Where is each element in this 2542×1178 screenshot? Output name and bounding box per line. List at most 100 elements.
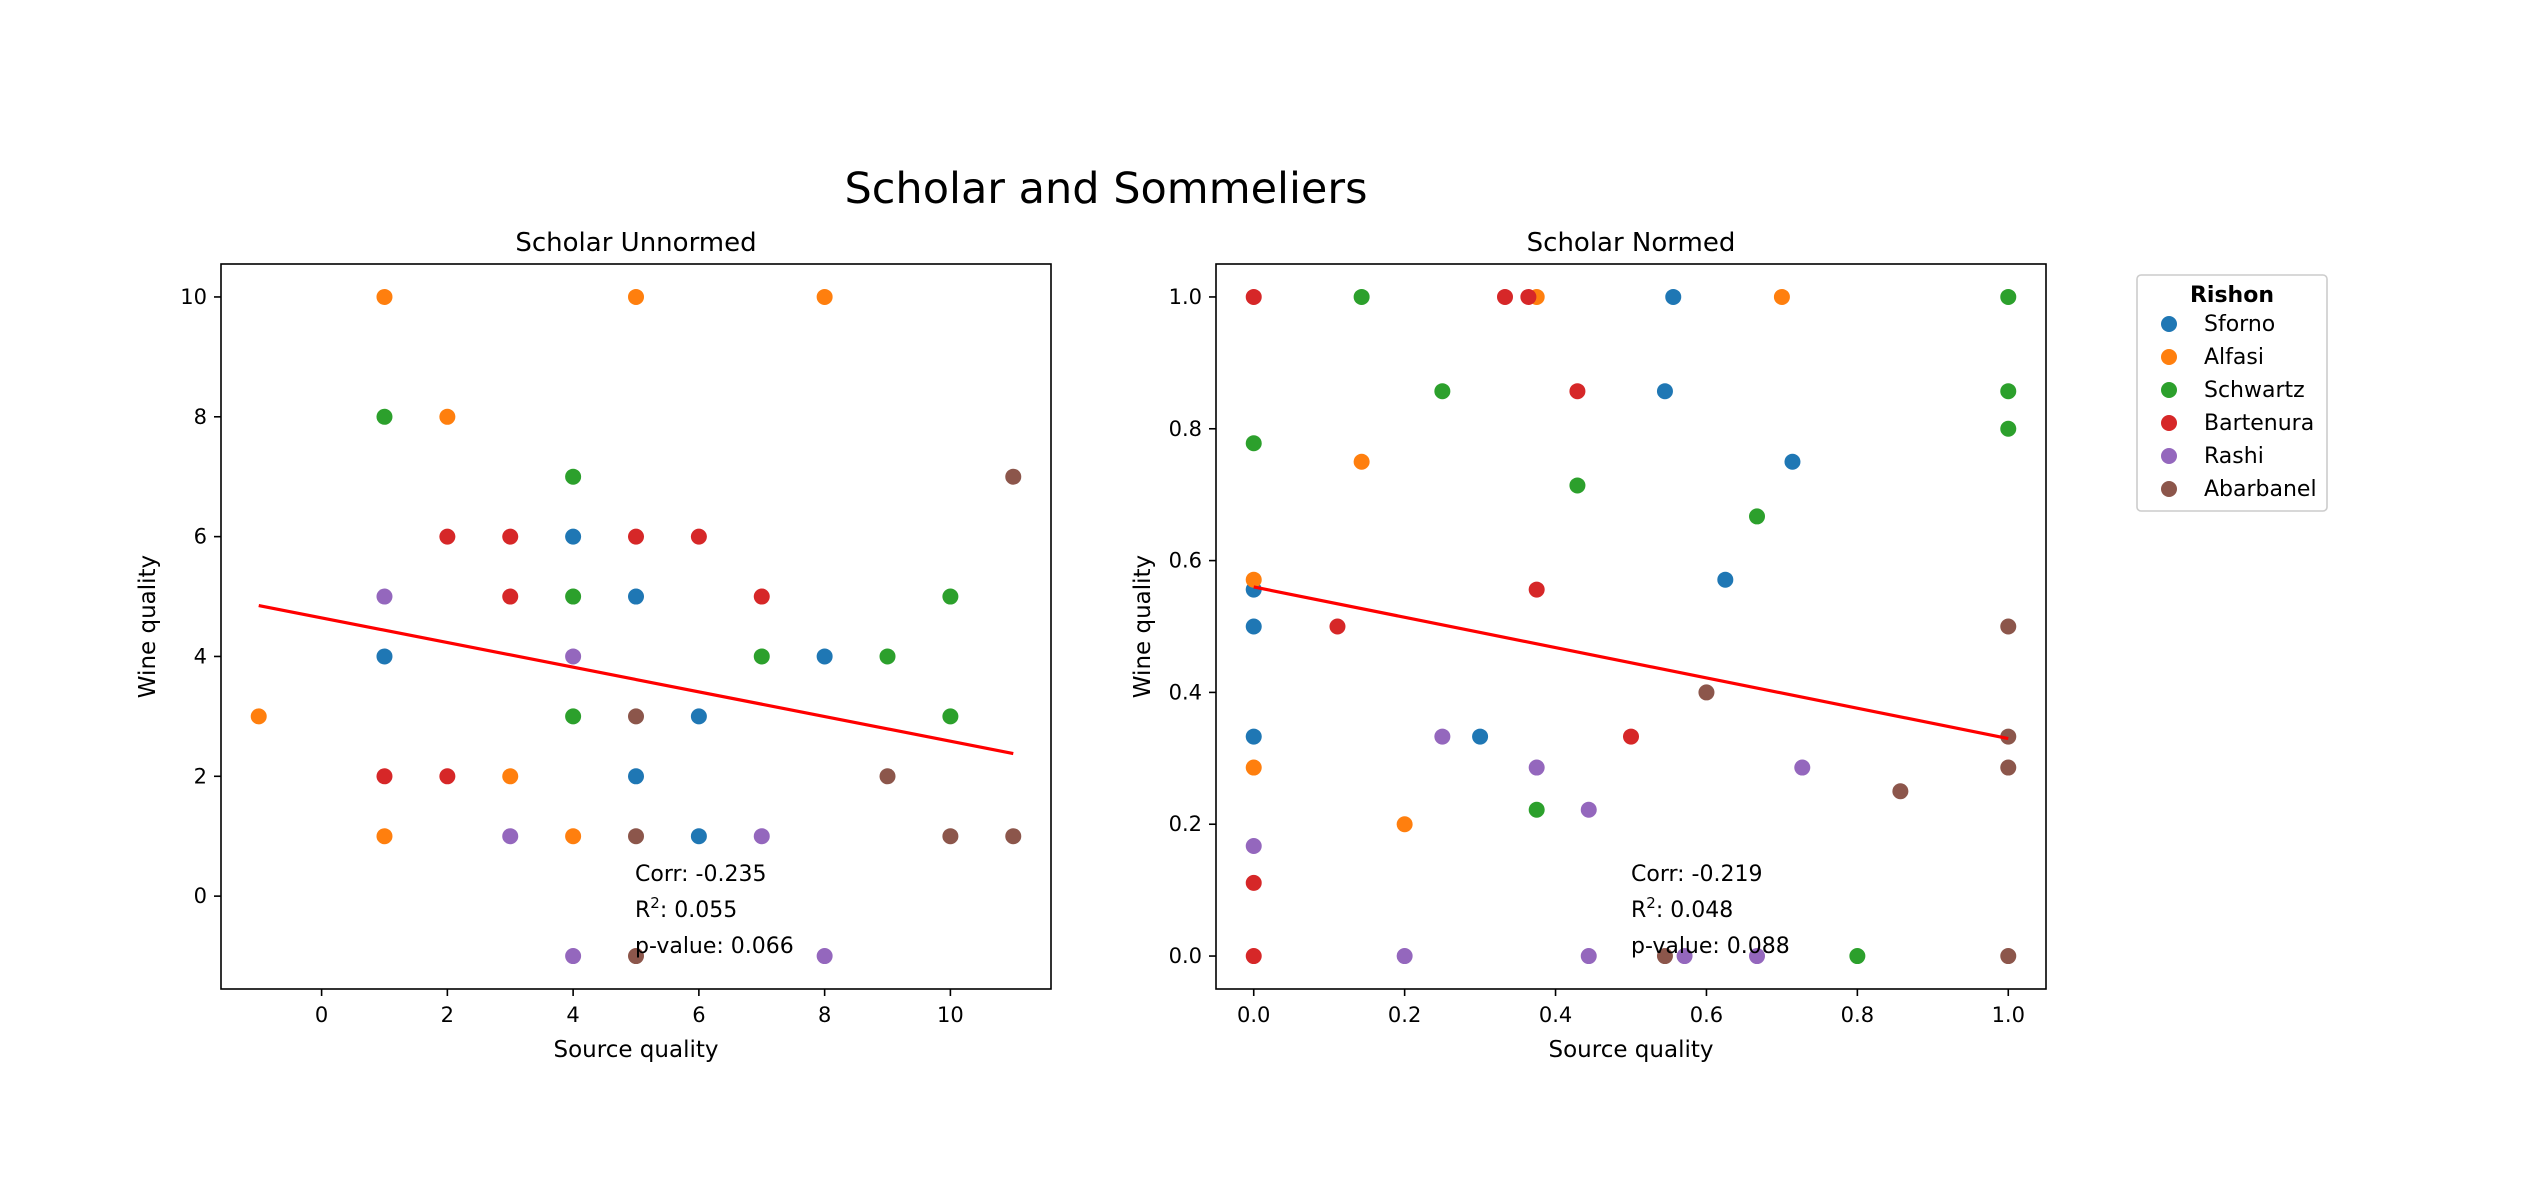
data-point-rashi [1580, 801, 1597, 818]
y-tick-label: 0.6 [1169, 549, 1202, 573]
data-point-alfasi [502, 768, 519, 785]
y-tick-label: 0.4 [1169, 680, 1202, 704]
data-point-abarbanel [942, 828, 959, 845]
data-point-rashi [1794, 759, 1811, 776]
data-point-alfasi [376, 828, 393, 845]
data-point-rashi [1749, 948, 1766, 965]
legend-label-rashi: Rashi [2204, 444, 2264, 469]
data-point-schwartz [1528, 801, 1545, 818]
x-tick-label: 6 [692, 1003, 705, 1027]
y-tick-label: 0.2 [1169, 812, 1202, 836]
regression-line [258, 603, 1014, 756]
data-point-alfasi [250, 708, 267, 725]
data-point-alfasi [1773, 288, 1790, 305]
data-point-bartenura [628, 528, 644, 545]
data-point-schwartz [2000, 420, 2017, 437]
x-tick-label: 4 [566, 1003, 579, 1027]
legend-label-alfasi: Alfasi [2204, 345, 2264, 370]
data-point-sforno [690, 828, 707, 845]
data-point-schwartz [753, 648, 770, 665]
axes-frame [1215, 263, 2047, 990]
data-point-bartenura [502, 588, 519, 605]
data-point-bartenura [439, 528, 456, 545]
data-point-schwartz [2000, 383, 2017, 400]
y-tick-label: 1.0 [1169, 285, 1202, 309]
data-point-alfasi [1396, 816, 1413, 833]
legend-marker-alfasi [2161, 349, 2177, 365]
data-point-abarbanel [628, 828, 644, 845]
stats-r2-label: R [1631, 898, 1646, 923]
data-point-abarbanel [628, 708, 644, 725]
x-tick-label: 10 [937, 1003, 964, 1027]
data-point-bartenura [502, 528, 519, 545]
x-tick-label: 8 [818, 1003, 831, 1027]
data-point-abarbanel [1656, 948, 1673, 965]
legend-label-bartenura: Bartenura [2204, 411, 2314, 436]
data-point-abarbanel [2000, 618, 2017, 635]
data-point-schwartz [2000, 288, 2017, 305]
legend-marker-abarbanel [2161, 481, 2177, 497]
data-point-sforno [628, 588, 644, 605]
data-point-bartenura [1569, 383, 1586, 400]
stats-r2-sup: 2 [1646, 894, 1656, 912]
data-point-rashi [816, 948, 833, 965]
x-tick-label: 2 [441, 1003, 454, 1027]
stats-pvalue: p-value: 0.088 [1631, 934, 1790, 959]
legend-marker-schwartz [2161, 382, 2177, 398]
data-point-rashi [502, 828, 519, 845]
stats-r2: R2: 0.048 [1631, 894, 1733, 923]
data-point-alfasi [1245, 759, 1262, 776]
data-point-rashi [1396, 948, 1413, 965]
data-point-rashi [565, 948, 582, 965]
data-point-sforno [376, 648, 393, 665]
data-point-schwartz [942, 708, 959, 725]
data-point-bartenura [1245, 874, 1262, 891]
axes-frame [220, 263, 1052, 990]
data-point-sforno [1245, 618, 1262, 635]
data-point-rashi [1245, 837, 1262, 854]
data-point-schwartz [942, 588, 959, 605]
y-axis-label: Wine quality [1130, 555, 1156, 698]
legend-title: Rishon [2190, 283, 2274, 308]
y-tick-label: 6 [194, 525, 207, 549]
stats-r2-label: R [635, 898, 650, 923]
data-point-sforno [816, 648, 833, 665]
figure-title: Scholar and Sommeliers [845, 164, 1368, 214]
data-point-sforno [1656, 383, 1673, 400]
data-point-alfasi [376, 288, 393, 305]
data-point-sforno [565, 528, 582, 545]
data-point-alfasi [1245, 571, 1262, 588]
data-point-schwartz [1569, 477, 1586, 494]
data-point-sforno [1245, 728, 1262, 745]
data-point-bartenura [753, 588, 770, 605]
data-point-bartenura [1329, 618, 1346, 635]
data-point-abarbanel [1698, 684, 1715, 701]
legend-box [2136, 274, 2328, 512]
data-point-bartenura [1245, 288, 1262, 305]
chart-panel-unnormed: Scholar Unnormed 0 2 4 6 8 10 0 2 4 6 8 10 Source qua… [135, 228, 1052, 1063]
data-point-schwartz [376, 408, 393, 425]
data-point-rashi [565, 648, 582, 665]
data-point-rashi [1676, 948, 1693, 965]
legend-marker-bartenura [2161, 415, 2177, 431]
y-tick-label: 10 [180, 285, 207, 309]
data-point-bartenura [1520, 288, 1537, 305]
data-point-abarbanel [2000, 759, 2017, 776]
data-point-rashi [1528, 759, 1545, 776]
data-point-schwartz [1245, 435, 1262, 452]
data-point-schwartz [565, 708, 582, 725]
data-point-schwartz [565, 588, 582, 605]
axes-title: Scholar Unnormed [515, 228, 756, 258]
legend-marker-sforno [2161, 316, 2177, 332]
data-point-bartenura [1245, 948, 1262, 965]
stats-r2-sup: 2 [650, 894, 660, 912]
x-tick-label: 0.8 [1841, 1003, 1874, 1027]
legend-label-schwartz: Schwartz [2204, 378, 2305, 403]
data-point-abarbanel [1005, 828, 1022, 845]
data-point-schwartz [1749, 508, 1766, 525]
stats-r2: R2: 0.055 [635, 894, 737, 923]
x-axis-label: Source quality [1549, 1037, 1714, 1063]
data-point-bartenura [690, 528, 707, 545]
data-point-sforno [628, 768, 644, 785]
data-point-sforno [690, 708, 707, 725]
